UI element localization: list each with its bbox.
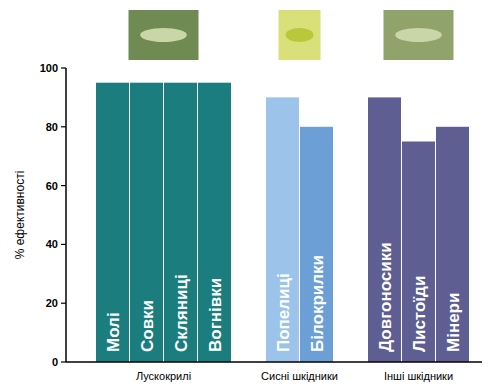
- category-label: Листоїди: [410, 276, 429, 352]
- bar: [130, 83, 163, 362]
- photo: [384, 10, 454, 60]
- group-label: Сисні шкідники: [261, 370, 338, 382]
- y-tick-label: 20: [46, 297, 58, 309]
- photos: [129, 10, 454, 60]
- category-label: Попелиці: [274, 273, 293, 352]
- category-label: Довгоносики: [376, 242, 395, 352]
- category-labels: Молі Совки Скляниці Вогнівки Попелиці Білокри…: [104, 242, 463, 352]
- photo-subject: [286, 28, 314, 42]
- category-label: Вогнівки: [206, 278, 225, 352]
- x-axis-line: [66, 361, 482, 363]
- category-label: Мінери: [444, 293, 463, 352]
- y-tick-label: 0: [52, 356, 58, 368]
- bar: [266, 97, 299, 362]
- y-tick: [61, 303, 66, 304]
- photo: [129, 10, 199, 60]
- bar: [368, 97, 401, 362]
- bar: [300, 127, 333, 362]
- y-tick: [61, 67, 66, 68]
- category-label: Скляниці: [172, 274, 191, 352]
- category-label: Совки: [138, 300, 157, 352]
- y-tick-label: 40: [46, 238, 58, 250]
- bar: [164, 83, 197, 362]
- axes: 0 20 40 60 80 100 % ефективності: [13, 62, 482, 368]
- y-axis-line: [65, 68, 67, 362]
- y-tick: [61, 126, 66, 127]
- category-label: Молі: [104, 312, 123, 352]
- chart-svg: Молі Совки Скляниці Вогнівки Попелиці Білокри…: [0, 0, 500, 390]
- y-tick-label: 100: [40, 62, 58, 74]
- y-tick: [61, 244, 66, 245]
- photo: [279, 10, 321, 60]
- bar: [96, 83, 129, 362]
- y-tick: [61, 361, 66, 362]
- y-axis-title: % ефективності: [13, 171, 27, 260]
- photo-subject: [395, 28, 442, 42]
- y-tick: [61, 185, 66, 186]
- chart-container: Молі Совки Скляниці Вогнівки Попелиці Білокри…: [0, 0, 500, 390]
- bar: [402, 142, 435, 363]
- group-label: Лускокрилі: [136, 370, 191, 382]
- y-tick-label: 60: [46, 180, 58, 192]
- photo-subject: [140, 28, 187, 42]
- bars: [96, 83, 469, 362]
- y-tick-label: 80: [46, 121, 58, 133]
- category-label: Білокрилки: [308, 255, 327, 352]
- group-label: Інші шкідники: [384, 370, 453, 382]
- bar: [436, 127, 469, 362]
- bar: [198, 83, 231, 362]
